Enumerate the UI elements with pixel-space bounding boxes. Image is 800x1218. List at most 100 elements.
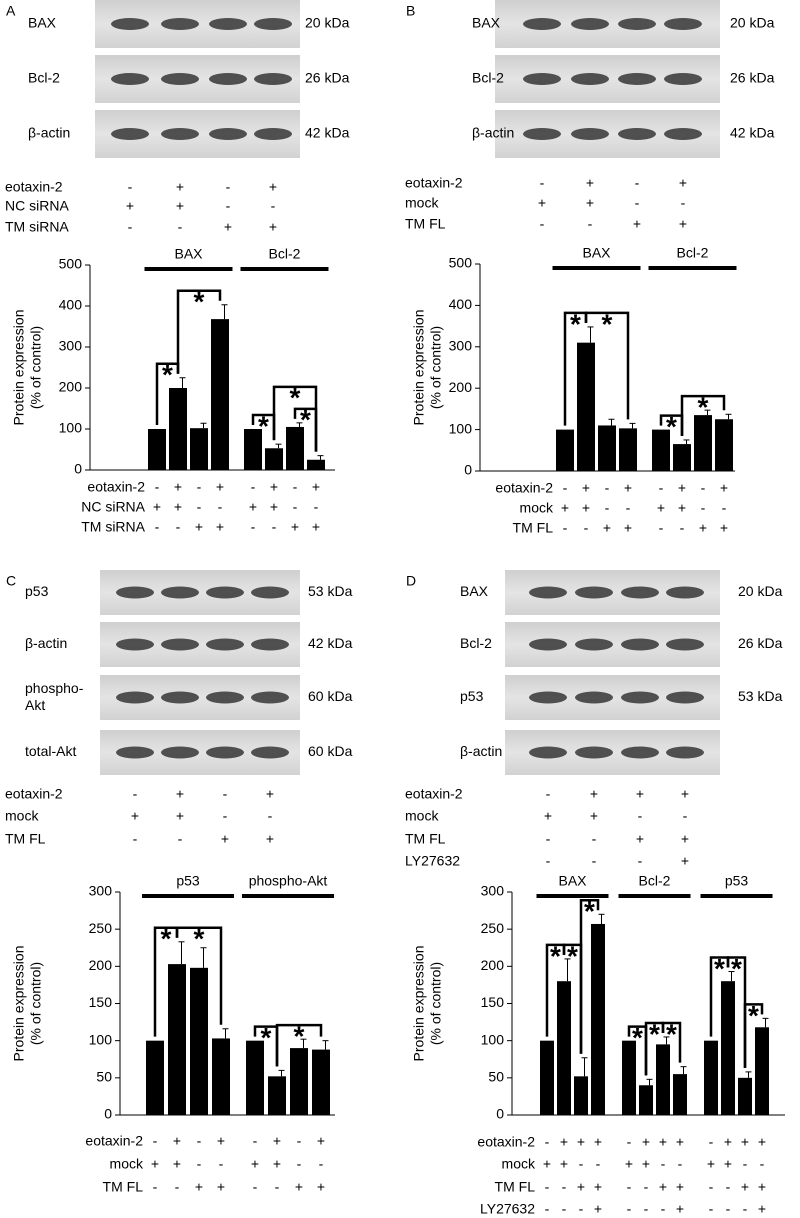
treatment-sign: + bbox=[176, 786, 184, 802]
band bbox=[116, 586, 154, 599]
bar bbox=[268, 1076, 286, 1115]
band bbox=[161, 18, 199, 30]
treatment-sign: - bbox=[219, 1156, 224, 1172]
bar bbox=[190, 428, 208, 470]
treatment-name: LY27632 bbox=[405, 853, 460, 869]
treatment-sign: + bbox=[642, 1134, 650, 1150]
band bbox=[571, 18, 609, 30]
treatment-sign: - bbox=[563, 520, 568, 536]
treatment-sign: - bbox=[579, 1156, 584, 1172]
treatment-sign: + bbox=[758, 1201, 766, 1217]
bar bbox=[738, 1077, 752, 1115]
band bbox=[664, 128, 702, 140]
treatment-sign: + bbox=[594, 1134, 602, 1150]
band bbox=[251, 691, 289, 704]
treatment-sign: + bbox=[173, 1133, 181, 1149]
treatment-sign: - bbox=[223, 808, 228, 824]
band bbox=[621, 638, 659, 651]
treatment-name: eotaxin-2 bbox=[405, 786, 463, 802]
y-tick-label: 300 bbox=[481, 883, 505, 899]
treatment-sign: + bbox=[625, 1156, 633, 1172]
group-label: Bcl-2 bbox=[269, 246, 301, 262]
band bbox=[206, 691, 244, 704]
band bbox=[666, 746, 704, 759]
y-axis-label: (% of control) bbox=[28, 962, 44, 1045]
band bbox=[529, 586, 567, 599]
treatment-name: NC siRNA bbox=[81, 499, 145, 515]
treatment-sign: + bbox=[720, 480, 728, 496]
treatment-sign: + bbox=[312, 479, 320, 495]
bar bbox=[146, 1040, 164, 1115]
treatment-sign: - bbox=[226, 198, 231, 214]
treatment-sign: - bbox=[627, 1201, 632, 1217]
blot-size: 42 kDa bbox=[305, 125, 350, 141]
treatment-sign: - bbox=[546, 853, 551, 869]
y-tick-label: 100 bbox=[449, 420, 473, 436]
treatment-sign: + bbox=[266, 786, 274, 802]
significance: * bbox=[194, 286, 205, 317]
blot-name: Bcl-2 bbox=[28, 70, 60, 86]
treatment-sign: + bbox=[560, 1134, 568, 1150]
y-tick-label: 500 bbox=[59, 256, 83, 272]
band bbox=[251, 638, 289, 651]
band bbox=[529, 691, 567, 704]
treatment-sign: - bbox=[155, 479, 160, 495]
treatment-sign: + bbox=[270, 479, 278, 495]
bar bbox=[286, 426, 304, 470]
blot-name: β-actin bbox=[472, 125, 514, 141]
treatment-sign: - bbox=[153, 1133, 158, 1149]
y-axis-label: Protein expression bbox=[411, 946, 427, 1062]
treatment-sign: - bbox=[638, 853, 643, 869]
treatment-sign: - bbox=[155, 519, 160, 535]
treatment-sign: - bbox=[540, 175, 545, 191]
treatment-sign: - bbox=[681, 195, 686, 211]
treatment-sign: - bbox=[197, 1156, 202, 1172]
treatment-sign: + bbox=[270, 499, 278, 515]
treatment-sign: - bbox=[605, 500, 610, 516]
group-label: phospho-Akt bbox=[249, 873, 328, 889]
treatment-sign: + bbox=[594, 1179, 602, 1195]
significance: * bbox=[294, 1021, 305, 1052]
treatment-sign: + bbox=[707, 1156, 715, 1172]
band bbox=[206, 586, 244, 599]
band bbox=[618, 73, 656, 85]
treatment-sign: - bbox=[562, 1179, 567, 1195]
band bbox=[618, 18, 656, 30]
y-tick-label: 200 bbox=[89, 957, 113, 973]
band bbox=[621, 586, 659, 599]
band bbox=[111, 128, 149, 140]
bracket bbox=[661, 1021, 682, 1063]
bar bbox=[574, 1076, 588, 1115]
treatment-sign: - bbox=[545, 1179, 550, 1195]
bar bbox=[619, 428, 637, 471]
treatment-sign: + bbox=[636, 786, 644, 802]
band bbox=[575, 746, 613, 759]
significance: * bbox=[632, 1022, 643, 1053]
treatment-sign: - bbox=[251, 479, 256, 495]
treatment-name: TM FL bbox=[513, 520, 554, 536]
band bbox=[116, 746, 154, 759]
treatment-sign: + bbox=[291, 519, 299, 535]
treatment-sign: + bbox=[633, 216, 641, 232]
treatment-name: TM FL bbox=[103, 1179, 144, 1195]
blot-name: β-actin bbox=[460, 743, 502, 759]
significance: * bbox=[666, 411, 677, 442]
band bbox=[206, 746, 244, 759]
blot-name: phospho- bbox=[25, 680, 84, 696]
bar bbox=[755, 1027, 769, 1115]
y-tick-label: 150 bbox=[481, 994, 505, 1010]
y-tick-label: 250 bbox=[89, 920, 113, 936]
treatment-sign: - bbox=[545, 1201, 550, 1217]
blot-name: BAX bbox=[28, 15, 57, 31]
treatment-sign: - bbox=[592, 831, 597, 847]
treatment-sign: - bbox=[701, 480, 706, 496]
significance: * bbox=[194, 923, 205, 954]
treatment-sign: + bbox=[544, 808, 552, 824]
treatment-name: TM siRNA bbox=[5, 219, 69, 235]
treatment-sign: - bbox=[726, 1179, 731, 1195]
treatment-sign: - bbox=[709, 1134, 714, 1150]
treatment-sign: + bbox=[724, 1156, 732, 1172]
bar bbox=[190, 967, 208, 1115]
blot-name: total-Akt bbox=[25, 743, 76, 759]
